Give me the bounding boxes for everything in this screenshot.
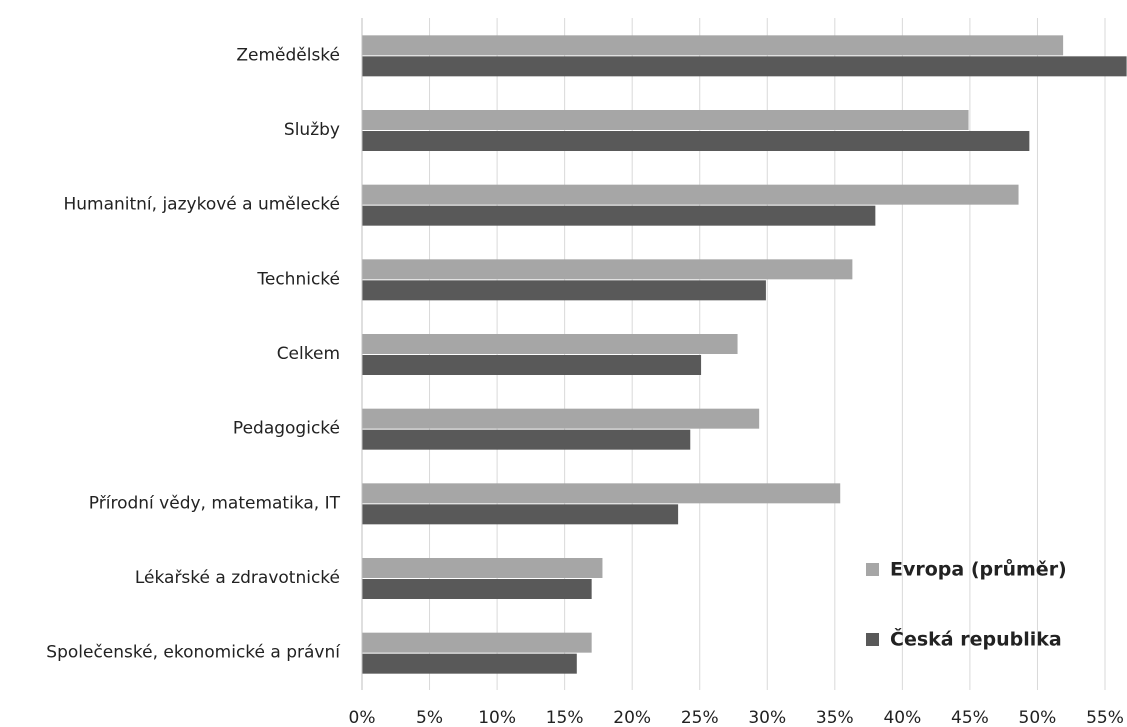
x-tick-label: 20% <box>613 708 651 727</box>
x-tick-label: 50% <box>1019 708 1057 727</box>
legend-label: Česká republika <box>890 627 1062 651</box>
bar <box>362 35 1064 56</box>
bar <box>362 504 679 525</box>
category-label: Přírodní vědy, matematika, IT <box>89 493 341 513</box>
bar <box>362 579 592 599</box>
bar <box>362 205 876 226</box>
bar <box>362 653 577 674</box>
bar <box>362 632 592 653</box>
bar <box>362 483 841 504</box>
category-label: Společenské, ekonomické a právní <box>46 643 341 663</box>
x-tick-label: 30% <box>748 708 786 727</box>
x-tick-label: 5% <box>416 708 443 727</box>
x-tick-label: 10% <box>478 708 516 727</box>
x-tick-label: 45% <box>951 708 989 727</box>
legend-swatch <box>866 633 879 646</box>
x-tick-label: 25% <box>681 708 719 727</box>
category-label: Humanitní, jazykové a umělecké <box>63 195 340 215</box>
bar <box>362 355 702 375</box>
category-label: Lékařské a zdravotnické <box>135 568 340 588</box>
x-tick-label: 55% <box>1086 708 1124 727</box>
bar <box>362 408 760 429</box>
x-tick-label: 15% <box>546 708 584 727</box>
bar <box>362 280 766 301</box>
bar <box>362 334 738 354</box>
category-label: Služby <box>284 120 340 140</box>
bar <box>362 56 1127 77</box>
bar <box>362 184 1019 205</box>
x-tick-label: 35% <box>816 708 854 727</box>
x-tick-label: 0% <box>349 708 376 727</box>
x-tick-label: 40% <box>883 708 921 727</box>
bar <box>362 110 969 130</box>
legend-label: Evropa (průměr) <box>890 558 1067 581</box>
category-label: Celkem <box>277 344 340 364</box>
bar <box>362 259 853 280</box>
legend-swatch <box>866 563 879 576</box>
bar <box>362 131 1030 151</box>
category-label: Zemědělské <box>236 45 340 65</box>
category-label: Technické <box>256 269 340 289</box>
bar <box>362 429 691 450</box>
bar <box>362 558 603 578</box>
category-label: Pedagogické <box>233 419 340 439</box>
